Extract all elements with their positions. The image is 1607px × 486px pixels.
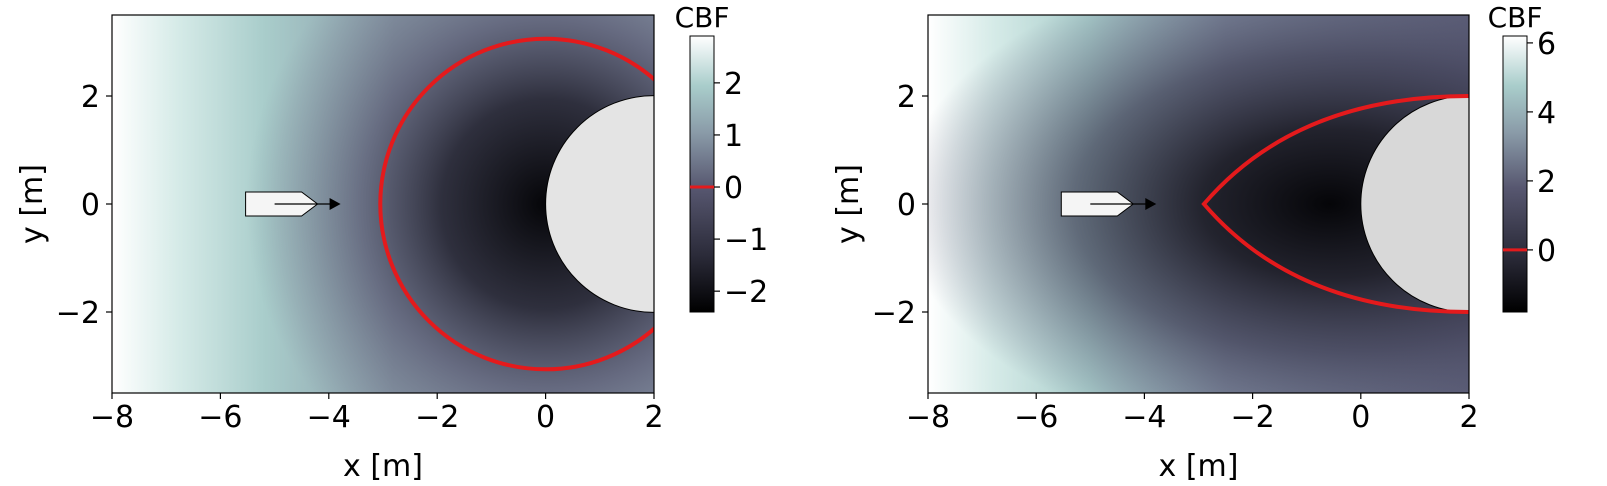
x-tick-label: 0 [1351,400,1370,435]
cbf-heatmap-panel-right: −8 −6 −4 −2 0 2 −2 0 2 x [m] y [m] CBF 0 2 4 6 [831,1,1556,484]
colorbar-right: CBF 0 2 4 6 [1488,1,1556,313]
cbf-heatmap-panel-left: −8 −6 −4 −2 0 2 −2 0 2 x [m] y [m] CBF −2 −1 0 1 2 [15,1,768,484]
x-ticks: −8 −6 −4 −2 0 2 [90,393,664,435]
x-tick-label: 0 [536,400,555,435]
colorbar-tick-label: −1 [724,223,768,258]
y-ticks: −2 0 2 [872,80,928,331]
colorbar-gradient [689,35,715,313]
colorbar-tick-label: −2 [724,275,768,310]
colorbar-title: CBF [675,1,730,34]
y-ticks: −2 0 2 [56,80,112,331]
y-tick-label: 2 [897,80,916,115]
colorbar-tick-label: 1 [724,119,743,154]
y-axis-label: y [m] [15,164,50,244]
x-tick-label: −6 [198,400,242,435]
x-tick-label: 2 [1459,400,1478,435]
x-axis-label: x [m] [1159,449,1239,484]
x-ticks: −8 −6 −4 −2 0 2 [906,393,1479,435]
x-axis-label: x [m] [343,449,423,484]
y-tick-label: −2 [872,296,916,331]
y-tick-label: 0 [897,188,916,223]
y-axis-label: y [m] [831,164,866,244]
y-tick-label: −2 [56,296,100,331]
heading-arrow-head [1145,198,1157,210]
x-tick-label: −8 [906,400,950,435]
x-tick-label: −6 [1014,400,1058,435]
x-tick-label: −2 [1230,400,1274,435]
colorbar-tick-label: 4 [1537,96,1556,131]
x-tick-label: −2 [415,400,459,435]
colorbar-ticks: 0 2 4 6 [1503,27,1556,269]
vehicle-marker [245,191,341,217]
zero-contour [1201,94,1469,314]
x-tick-label: −4 [307,400,351,435]
heatmap-field [112,15,654,393]
colorbar-left: CBF −2 −1 0 1 2 [675,1,768,313]
heading-arrow-head [329,198,341,210]
x-tick-label: −4 [1122,400,1166,435]
colorbar-tick-label: 6 [1537,27,1556,62]
colorbar-tick-label: 0 [724,171,743,206]
obstacle-circle [1360,95,1469,313]
colorbar-tick-label: 0 [1537,234,1556,269]
vehicle-marker [1060,191,1157,217]
y-tick-label: 2 [81,80,100,115]
colorbar-tick-label: 2 [1537,165,1556,200]
y-tick-label: 0 [81,188,100,223]
colorbar-gradient [1502,35,1528,313]
colorbar-ticks: −2 −1 0 1 2 [690,67,768,310]
colorbar-title: CBF [1488,1,1543,34]
x-tick-label: −8 [90,400,134,435]
colorbar-tick-label: 2 [724,67,743,102]
heatmap-field [928,15,1469,393]
x-tick-label: 2 [644,400,663,435]
zero-contour [378,36,654,372]
